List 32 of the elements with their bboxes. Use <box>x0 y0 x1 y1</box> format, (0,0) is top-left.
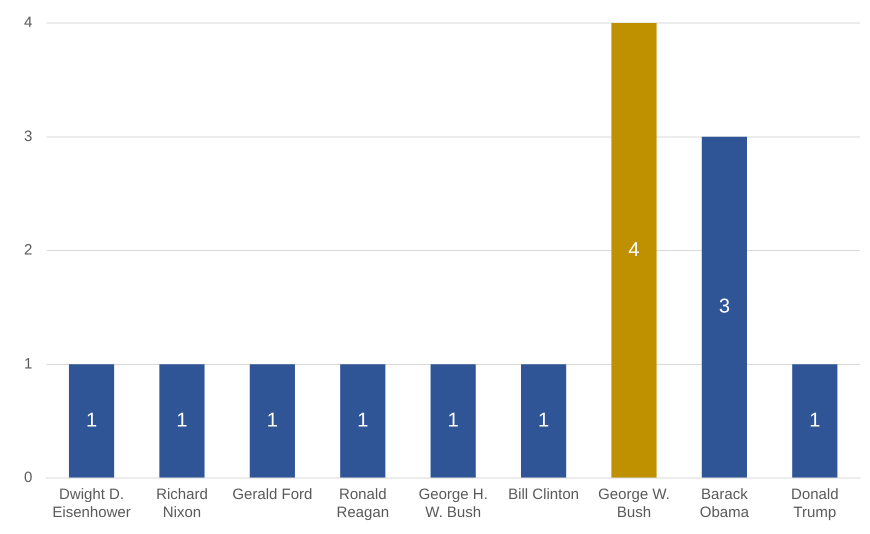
x-tick-label: Dwight D. Eisenhower <box>52 486 131 522</box>
bar <box>611 23 657 478</box>
x-tick-label: Barack Obama <box>700 486 750 522</box>
x-tick-label: Richard Nixon <box>156 486 208 522</box>
y-tick-label: 3 <box>24 128 32 145</box>
bar <box>159 364 205 478</box>
data-label: 1 <box>266 409 278 432</box>
bar <box>68 364 114 478</box>
bar <box>430 364 476 478</box>
bar <box>792 364 838 478</box>
data-label: 4 <box>628 238 640 261</box>
x-tick-label: George H. W. Bush <box>418 486 488 522</box>
x-tick-label: Gerald Ford <box>232 486 312 504</box>
data-label: 1 <box>357 409 368 432</box>
bar <box>702 136 747 478</box>
x-tick-label: Bill Clinton <box>508 486 580 504</box>
data-label: 1 <box>538 409 550 432</box>
y-tick-label: 2 <box>24 242 32 259</box>
x-tick-label: George W. Bush <box>598 486 670 522</box>
x-tick-label: Ronald Reagan <box>336 486 390 522</box>
data-label: 1 <box>86 409 98 432</box>
y-tick-label: 0 <box>24 469 32 486</box>
x-tick-label: Donald Trump <box>791 486 839 522</box>
data-label: 3 <box>718 296 730 318</box>
y-tick-label: 4 <box>24 14 32 32</box>
bar <box>250 364 295 478</box>
y-tick-label: 1 <box>24 355 32 372</box>
bar <box>340 364 386 478</box>
data-label: 1 <box>176 409 188 432</box>
data-label: 1 <box>448 409 459 432</box>
bar <box>520 364 566 478</box>
data-label: 1 <box>809 409 820 432</box>
